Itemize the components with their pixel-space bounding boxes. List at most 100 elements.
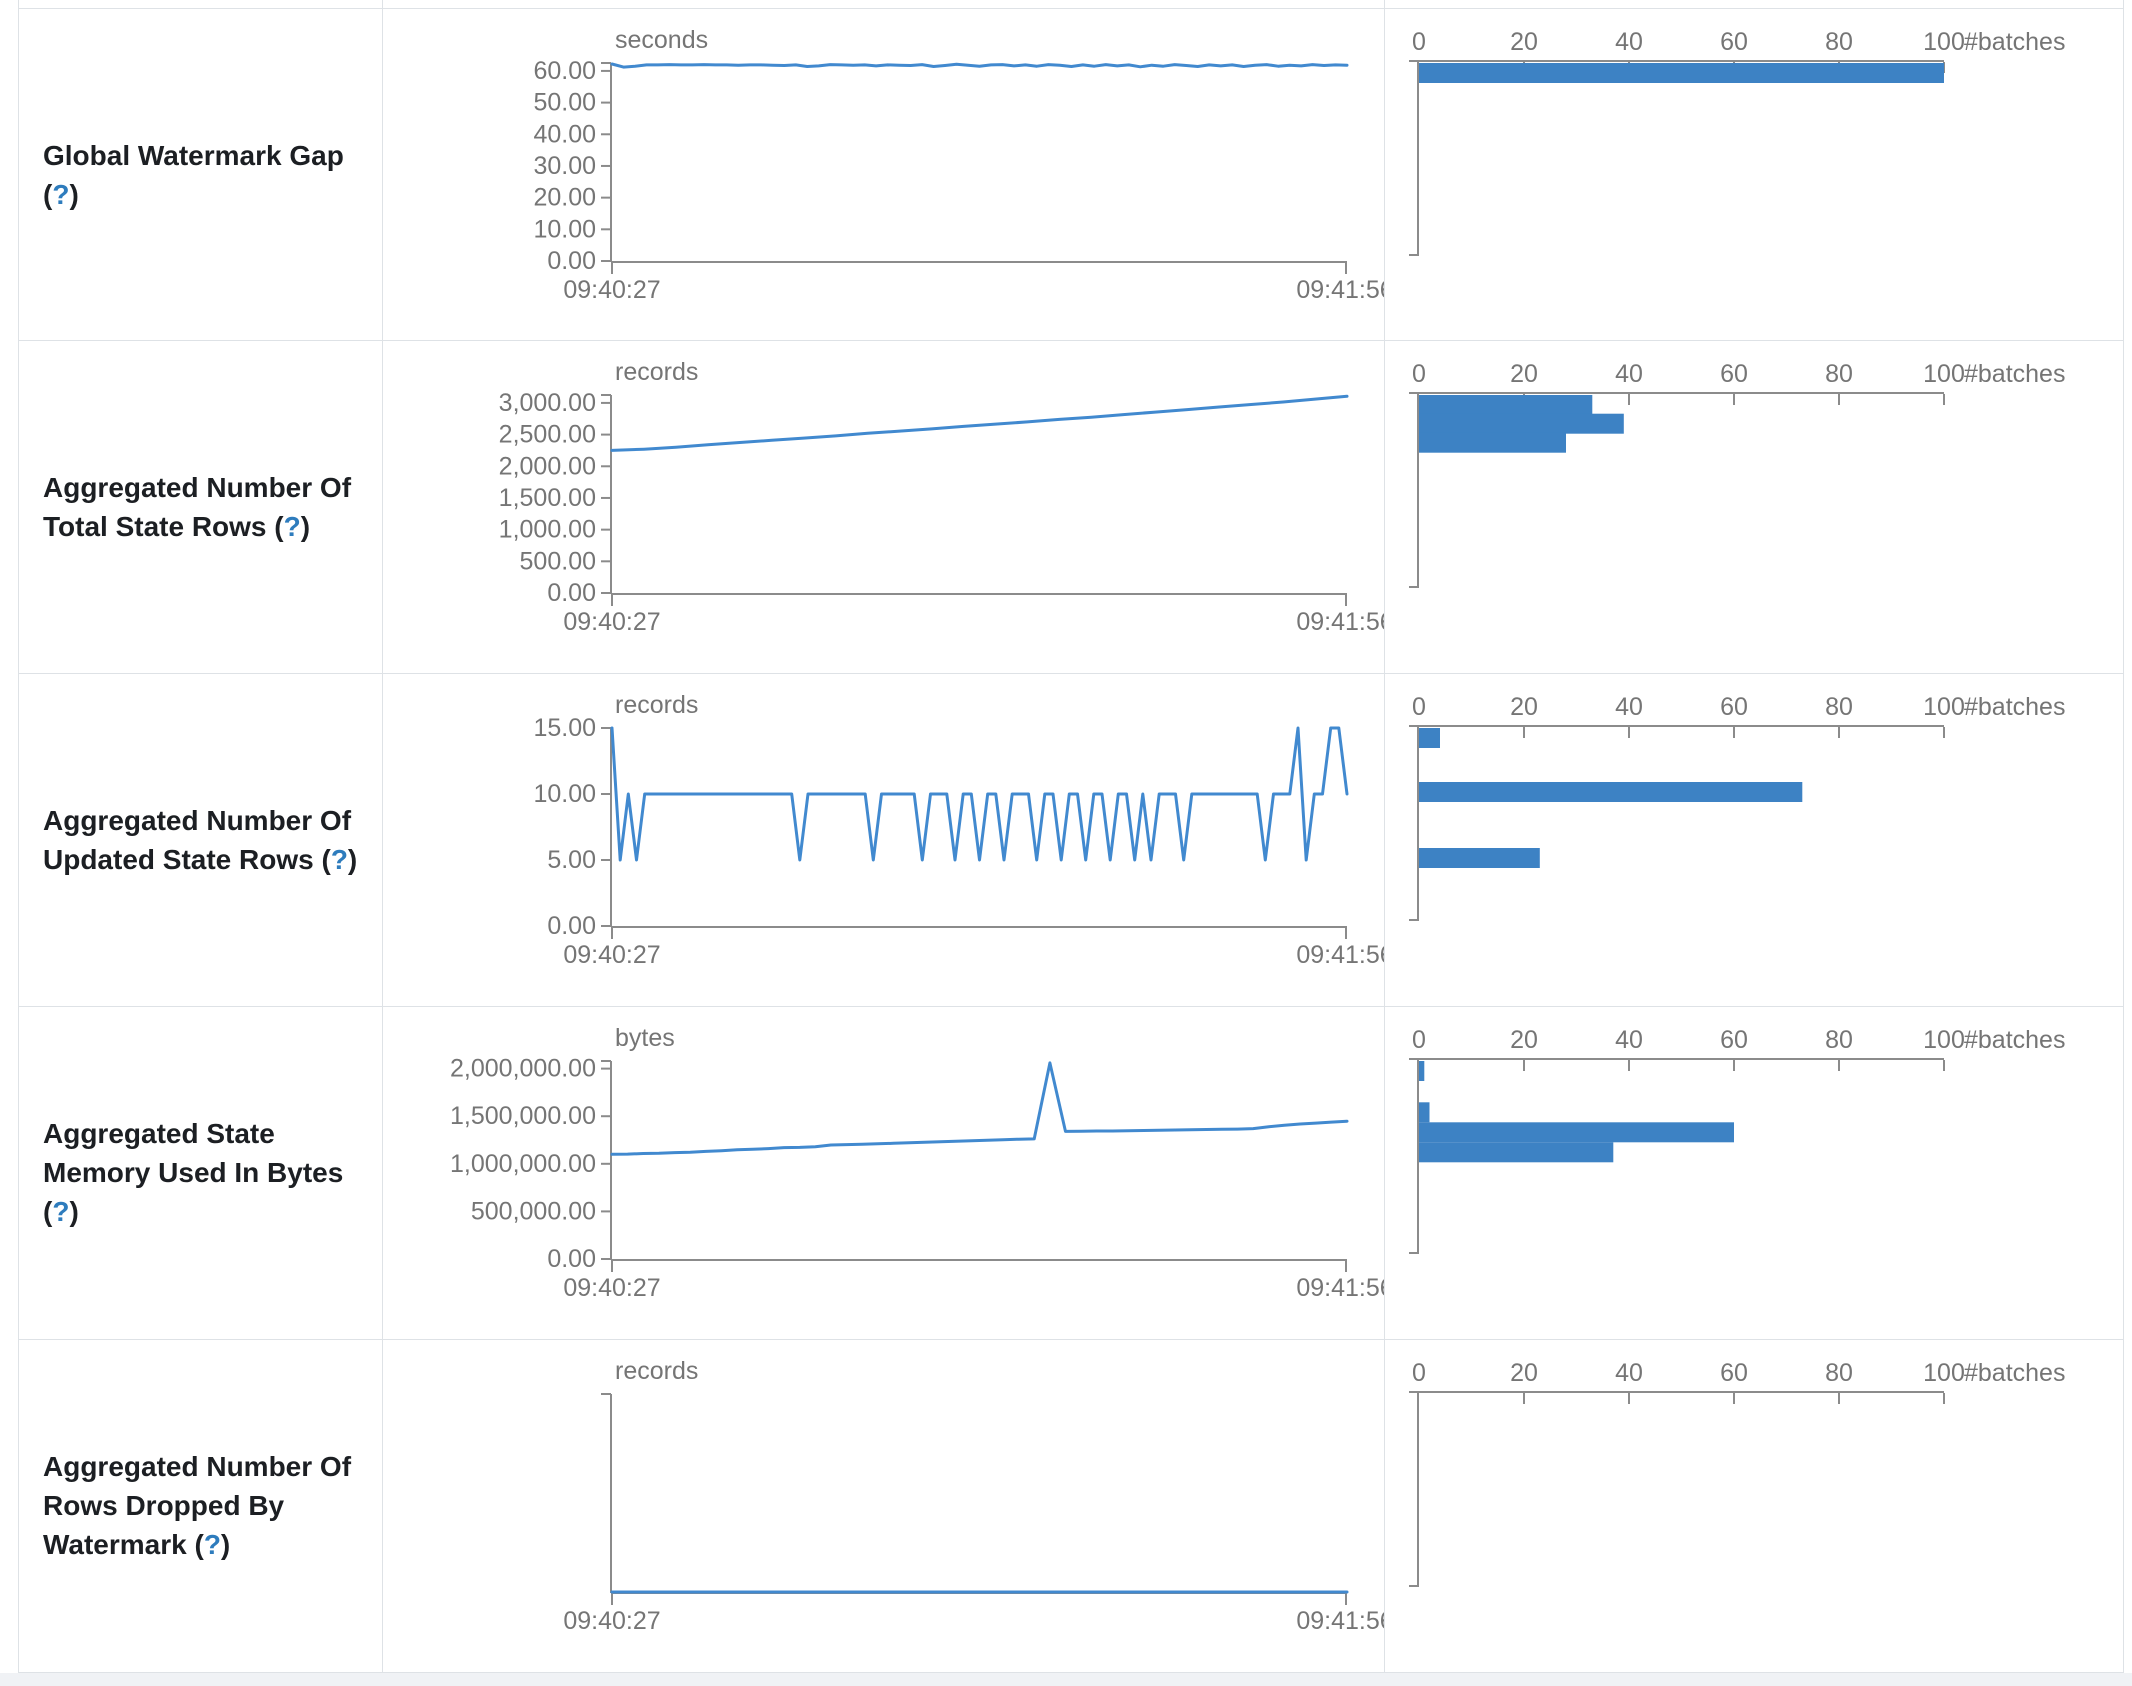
histogram-chart: 0 20 40 60 80 100 #batches <box>1409 1026 2065 1254</box>
metric-label: Aggregated Number Of Total State Rows (?) <box>19 340 382 673</box>
metric-label: Global Watermark Gap (?) <box>19 8 382 341</box>
help-paren-open: ( <box>43 1196 53 1227</box>
histogram-tick-label: 20 <box>1510 28 1538 56</box>
y-axis-tick-label: 0.00 <box>547 912 596 940</box>
table-border-horizontal <box>18 1672 2124 1673</box>
x-axis-start-label: 09:40:27 <box>563 1274 660 1302</box>
page-bottom-strip <box>0 1673 2132 1686</box>
metric-label-line: Watermark (?) <box>43 1525 382 1564</box>
y-axis-tick-label: 2,500.00 <box>499 421 596 449</box>
histogram-chart: 0 20 40 60 80 100 #batches <box>1409 693 2065 921</box>
metric-label-text: Aggregated Number Of <box>43 804 352 836</box>
metric-label-line: Updated State Rows (?) <box>43 840 382 879</box>
timeline-chart: records 0.00 5.00 10.00 15.00 09:40:27 09:41:5… <box>533 691 1384 969</box>
histogram-tick-label: 20 <box>1510 693 1538 721</box>
metric-label-text: Total State Rows <box>43 510 267 542</box>
metric-label-text: Memory Used In Bytes <box>43 1157 344 1188</box>
help-link[interactable]: ? <box>330 843 348 875</box>
table-border-horizontal <box>18 340 2124 341</box>
help-tooltip: (?) <box>274 511 310 542</box>
metric-row: Aggregated Number Of Rows Dropped By Water… <box>0 1339 2132 1672</box>
histogram-axis-title: #batches <box>1964 360 2065 388</box>
histogram-tick-label: 0 <box>1412 1026 1426 1054</box>
y-axis-tick-label: 5.00 <box>547 846 596 874</box>
timeline-chart: records 0.00 500.00 1,000.00 1,500.00 2,000.0… <box>499 358 1384 636</box>
metric-label-line: (?) <box>43 175 382 214</box>
histogram-bar <box>1419 782 1803 802</box>
histogram-tick-label: 60 <box>1720 693 1748 721</box>
histogram-axis-title: #batches <box>1964 1026 2065 1054</box>
metric-label-line: Aggregated State <box>43 1114 382 1153</box>
timeline-series-line <box>610 62 1349 69</box>
metric-label-line: Aggregated Number Of <box>43 1447 382 1486</box>
histogram-bar <box>1419 1061 1425 1081</box>
help-tooltip: (?) <box>321 844 357 875</box>
timeline-chart: bytes 0.00 500,000.00 1,000,000.00 1,500,000… <box>450 1024 1384 1302</box>
help-paren-close: ) <box>347 843 358 875</box>
y-axis-tick-label: 0.00 <box>547 1245 596 1273</box>
help-tooltip: (?) <box>43 1196 79 1227</box>
help-link[interactable]: ? <box>52 1196 70 1227</box>
x-axis-start-label: 09:40:27 <box>563 276 660 304</box>
help-paren-close: ) <box>69 1196 79 1227</box>
y-axis-tick-label: 15.00 <box>533 714 596 742</box>
x-axis-start-label: 09:40:27 <box>563 608 660 636</box>
histogram-tick-label: 40 <box>1615 1026 1643 1054</box>
histogram-tick-label: 0 <box>1412 693 1426 721</box>
x-axis-end-label: 09:41:56 <box>1296 608 1384 636</box>
histogram-tick-label: 100 <box>1923 28 1965 56</box>
y-axis-tick-label: 1,500,000.00 <box>450 1102 596 1130</box>
histogram-tick-label: 20 <box>1510 360 1538 388</box>
histogram-chart: 0 20 40 60 80 100 #batches <box>1409 1359 2065 1587</box>
histogram-tick-label: 100 <box>1923 360 1965 388</box>
y-axis-tick-label: 0.00 <box>547 579 596 607</box>
histogram-tick-label: 40 <box>1615 28 1643 56</box>
histogram-axis-title: #batches <box>1964 1359 2065 1387</box>
histogram-tick-label: 60 <box>1720 1026 1748 1054</box>
y-axis-tick-label: 40.00 <box>533 120 596 148</box>
y-axis-tick-label: 60.00 <box>533 57 596 85</box>
table-border-horizontal <box>18 1339 2124 1340</box>
help-link[interactable]: ? <box>283 510 301 542</box>
y-axis-tick-label: 10.00 <box>533 215 596 243</box>
histogram-tick-label: 0 <box>1412 360 1426 388</box>
metric-row: Aggregated Number Of Updated State Rows (… <box>0 673 2132 1006</box>
histogram-tick-label: 40 <box>1615 693 1643 721</box>
x-axis-end-label: 09:41:56 <box>1296 1607 1384 1635</box>
help-paren-open: ( <box>43 178 53 210</box>
histogram-tick-label: 80 <box>1825 28 1853 56</box>
help-paren-open: ( <box>274 510 284 542</box>
metric-label-text: Global Watermark Gap <box>43 139 344 171</box>
y-axis-unit-label: records <box>615 1357 698 1385</box>
help-link[interactable]: ? <box>203 1529 221 1560</box>
metric-label-line: Memory Used In Bytes <box>43 1153 382 1192</box>
metric-label-line: Total State Rows (?) <box>43 507 382 546</box>
metric-label-text: Aggregated Number Of <box>43 1451 352 1482</box>
help-link[interactable]: ? <box>52 178 70 210</box>
metric-label-text: Updated State Rows <box>43 843 314 875</box>
table-border-horizontal <box>18 1006 2124 1007</box>
histogram-tick-label: 20 <box>1510 1026 1538 1054</box>
histogram-tick-label: 100 <box>1923 1359 1965 1387</box>
help-tooltip: (?) <box>43 179 79 210</box>
histogram-bar <box>1419 728 1440 748</box>
metric-label-text: Rows Dropped By <box>43 1490 285 1521</box>
table-border-vertical <box>382 0 383 1672</box>
histogram-chart: 0 20 40 60 80 100 #batches <box>1409 28 2065 256</box>
histogram-tick-label: 40 <box>1615 360 1643 388</box>
x-axis-end-label: 09:41:56 <box>1296 941 1384 969</box>
y-axis-tick-label: 500,000.00 <box>471 1197 596 1225</box>
table-border-horizontal <box>18 8 2124 9</box>
histogram-tick-label: 100 <box>1923 1026 1965 1054</box>
y-axis-unit-label: seconds <box>615 26 708 54</box>
x-axis-start-label: 09:40:27 <box>563 941 660 969</box>
help-paren-close: ) <box>220 1529 231 1560</box>
histogram-tick-label: 80 <box>1825 1359 1853 1387</box>
histogram-bar <box>1419 395 1593 415</box>
metric-row: Global Watermark Gap (?) seconds 0.00 10.00 2… <box>0 8 2132 341</box>
histogram-bar <box>1419 1102 1430 1123</box>
timeline-series-line <box>610 726 1349 862</box>
y-axis-tick-label: 30.00 <box>533 152 596 180</box>
y-axis-tick-label: 20.00 <box>533 184 596 212</box>
